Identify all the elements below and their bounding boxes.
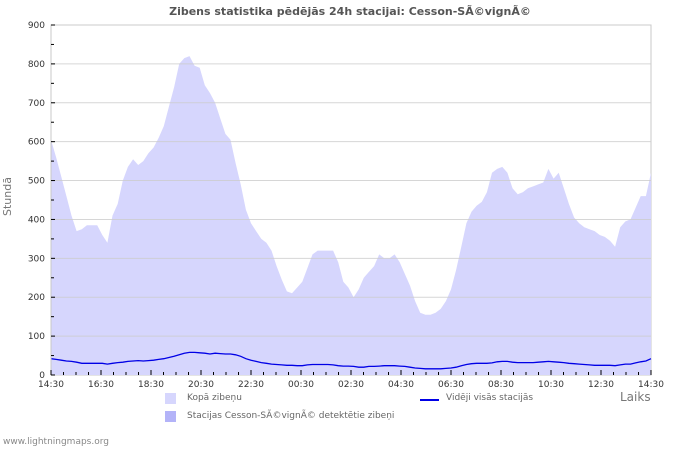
svg-text:22:30: 22:30	[238, 380, 264, 390]
legend-station-label: Stacijas Cesson-SÃ©vignÃ© detektētie zib…	[187, 411, 395, 421]
svg-text:700: 700	[28, 99, 45, 109]
svg-text:14:30: 14:30	[638, 380, 664, 390]
svg-text:06:30: 06:30	[438, 380, 464, 390]
svg-text:0: 0	[39, 371, 45, 381]
svg-text:200: 200	[28, 293, 45, 303]
legend-line-average	[420, 399, 439, 401]
svg-text:600: 600	[28, 138, 45, 148]
average-stations-line	[50, 351, 652, 370]
total-lightning-area	[51, 56, 651, 375]
legend-swatch-total	[165, 393, 176, 404]
svg-text:02:30: 02:30	[338, 380, 364, 390]
svg-text:900: 900	[28, 21, 45, 31]
svg-text:16:30: 16:30	[88, 380, 114, 390]
svg-text:400: 400	[28, 215, 45, 225]
legend-total-label: Kopā zibeņu	[187, 393, 242, 403]
svg-text:800: 800	[28, 60, 45, 70]
footer-site-link[interactable]: www.lightningmaps.org	[3, 437, 109, 447]
svg-text:20:30: 20:30	[188, 380, 214, 390]
svg-text:500: 500	[28, 177, 45, 187]
svg-text:08:30: 08:30	[488, 380, 514, 390]
svg-text:100: 100	[28, 332, 45, 342]
x-axis-label: Laiks	[620, 390, 651, 404]
svg-text:14:30: 14:30	[38, 380, 64, 390]
legend-swatch-station	[165, 411, 176, 422]
chart-title: Zibens statistika pēdējās 24h stacijai: …	[169, 5, 531, 18]
svg-text:04:30: 04:30	[388, 380, 414, 390]
svg-text:300: 300	[28, 254, 45, 264]
svg-text:00:30: 00:30	[288, 380, 314, 390]
legend-average-label: Vidēji visās stacijās	[446, 393, 534, 403]
svg-text:12:30: 12:30	[588, 380, 614, 390]
svg-text:18:30: 18:30	[138, 380, 164, 390]
svg-text:10:30: 10:30	[538, 380, 564, 390]
